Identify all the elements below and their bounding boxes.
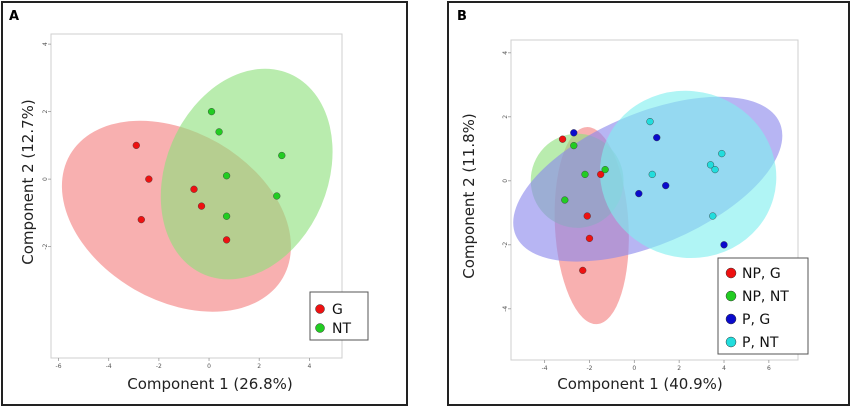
legend-marker-nt [315,323,325,333]
data-point-np-nt [561,196,569,204]
panel-a-legend: G NT [309,291,369,341]
legend-marker-np-nt [725,290,737,302]
y-tick-label: -2 [42,243,49,249]
data-point-np-g [558,135,567,143]
legend-label-nt: NT [332,321,351,337]
data-point-p-nt [646,117,654,126]
legend-marker-g [315,304,325,314]
confidence-ellipse-nt [160,68,333,280]
data-point-np-g [579,266,587,275]
panel-a-xlabel: Component 1 (26.8%) [127,375,293,393]
legend-label-np-g: NP, G [742,266,781,282]
x-tick-label: -6 [56,363,62,370]
data-point-p-nt [711,166,719,174]
x-tick-label: 0 [207,363,211,370]
x-tick-label: 2 [677,365,681,372]
data-point-p-g [635,190,643,198]
y-tick-label: 2 [42,110,49,114]
panel-b: B -4 -2 0 2 4 6 4 2 0 -2 -4 Component 1 (40.9%) Co… [447,1,850,406]
data-point-nt [207,108,216,116]
data-point-g [132,141,140,149]
panel-b-xlabel: Component 1 (40.9%) [557,375,723,393]
data-point-g [145,175,153,183]
x-tick-label: 4 [307,363,311,370]
data-point-p-nt [648,170,656,179]
data-point-np-g [583,212,591,220]
data-point-nt [223,212,231,220]
y-tick-label: 0 [502,179,509,183]
plot-area-border [510,39,799,361]
data-point-p-g [653,134,661,142]
data-point-nt [215,128,223,136]
data-point-p-g [662,182,670,190]
data-point-nt [278,151,286,160]
data-point-np-nt [601,166,609,174]
data-point-g [223,236,231,244]
legend-label-g: G [332,302,343,318]
x-tick-label: 4 [722,365,726,372]
x-tick-label: -4 [542,365,548,372]
x-tick-label: 0 [632,365,636,372]
panel-b-label: B [457,9,467,24]
y-tick-label: 4 [42,42,49,46]
panel-a: A -6 -4 -2 0 2 4 4 2 0 -2 Component 1 (26.8%) Com… [1,1,408,406]
confidence-ellipse-p-nt [599,90,777,259]
legend-marker-p-g [725,313,737,325]
y-tick-label: 2 [502,115,509,119]
y-tick-label: 4 [502,51,509,55]
data-point-nt [223,172,231,180]
x-tick-label: -2 [156,363,162,370]
legend-marker-p-nt [725,336,737,348]
panel-a-ylabel: Component 2 (12.7%) [19,99,37,265]
data-point-g [190,185,198,193]
x-tick-label: -2 [586,365,592,372]
data-point-p-g [720,241,728,249]
y-tick-label: -4 [502,306,509,312]
panel-b-plot: -4 -2 0 2 4 6 4 2 0 -2 -4 [502,39,799,372]
legend-label-p-g: P, G [742,312,770,328]
panel-a-plot: -6 -4 -2 0 2 4 4 2 0 -2 [42,33,343,370]
data-point-p-nt [709,212,717,220]
data-point-p-nt [718,150,726,158]
data-point-np-g [597,170,605,179]
x-tick-label: 2 [257,363,261,370]
legend-label-np-nt: NP, NT [742,289,789,305]
panel-a-label: A [9,9,19,24]
data-point-np-nt [570,142,578,150]
panel-b-ylabel: Component 2 (11.8%) [460,113,478,279]
panel-b-legend: NP, G NP, NT P, G P, NT [717,257,809,355]
legend-marker-np-g [725,267,737,279]
data-point-np-g [585,234,594,243]
plot-area-border [50,33,343,359]
data-point-g [197,202,206,210]
data-point-g [137,216,145,224]
data-point-nt [273,192,281,200]
data-point-p-g [570,129,578,137]
x-tick-label: -4 [106,363,112,370]
legend-label-p-nt: P, NT [742,335,779,351]
y-tick-label: -2 [502,242,509,248]
y-tick-label: 0 [42,177,49,181]
data-point-p-nt [706,161,715,169]
data-point-np-nt [581,170,589,179]
x-tick-label: 6 [767,365,771,372]
